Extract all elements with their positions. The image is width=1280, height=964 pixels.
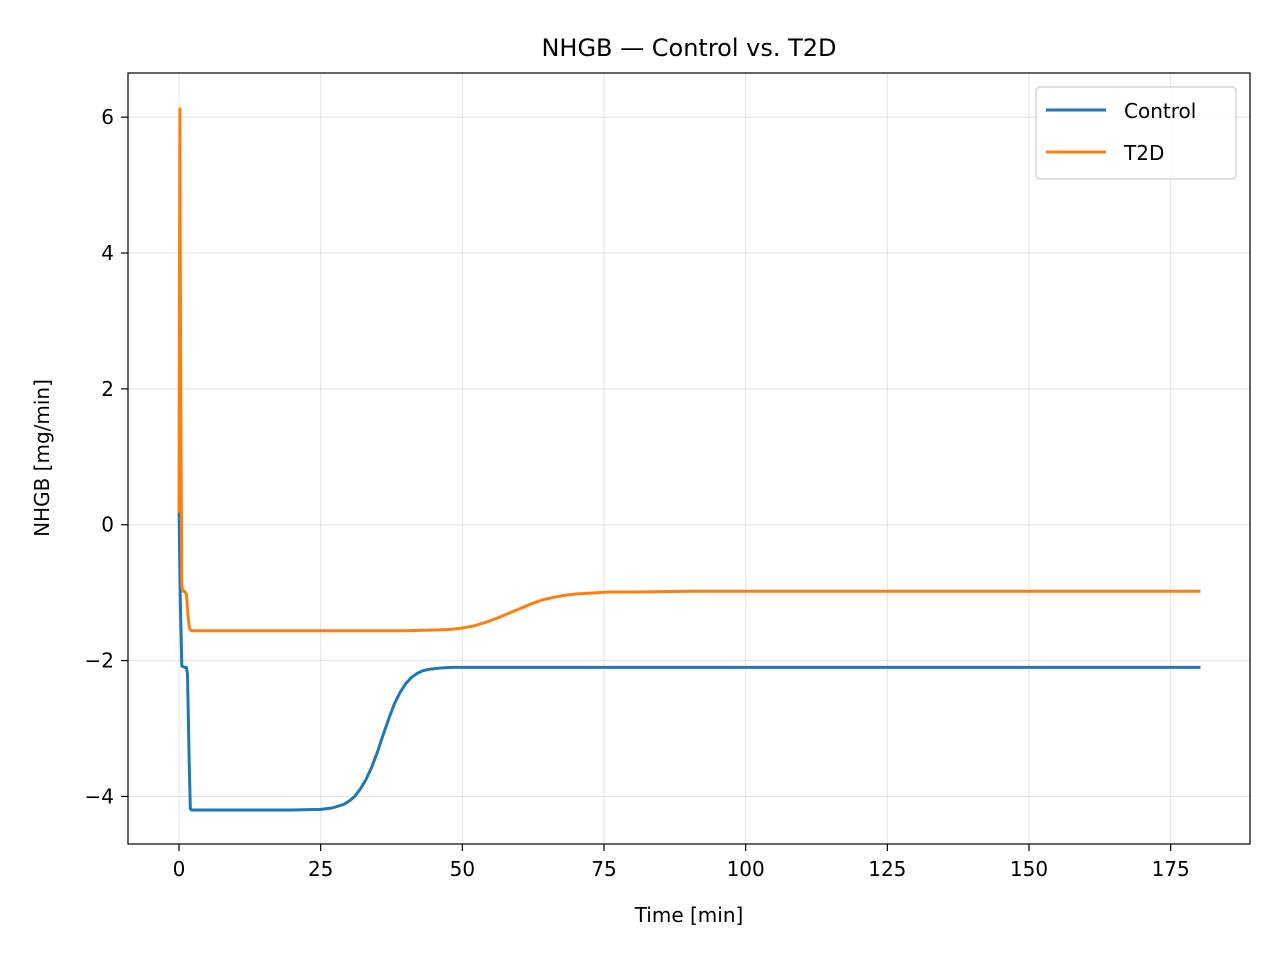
x-tick-label: 100 — [727, 857, 765, 881]
x-tick-label: 125 — [868, 857, 906, 881]
series-lines — [177, 107, 1201, 812]
x-tick-label: 0 — [173, 857, 186, 881]
y-tick-label: −4 — [85, 784, 114, 808]
x-tick-label: 50 — [450, 857, 475, 881]
y-axis-ticks: −4 −2 0 2 4 6 — [85, 105, 128, 808]
y-tick-label: 4 — [101, 241, 114, 265]
x-tick-label: 25 — [308, 857, 333, 881]
x-tick-label: 175 — [1152, 857, 1190, 881]
legend-label-t2d: T2D — [1123, 141, 1164, 165]
y-tick-label: 0 — [101, 513, 114, 537]
y-axis-label: NHGB [mg/min] — [30, 379, 54, 537]
x-tick-label: 150 — [1010, 857, 1048, 881]
y-tick-label: 2 — [101, 377, 114, 401]
x-tick-label: 75 — [591, 857, 616, 881]
x-axis-label: Time [min] — [634, 903, 744, 927]
x-axis-ticks: 0 25 50 75 100 125 150 175 — [173, 844, 1190, 881]
y-tick-label: 6 — [101, 105, 114, 129]
series-line-t2d — [177, 107, 1201, 633]
legend: Control T2D — [1035, 86, 1237, 180]
series-line-control — [177, 502, 1201, 812]
legend-label-control: Control — [1124, 99, 1196, 123]
chart-title: NHGB — Control vs. T2D — [541, 34, 836, 62]
grid-lines — [128, 73, 1250, 844]
y-tick-label: −2 — [85, 649, 114, 673]
plot-frame — [127, 72, 1251, 845]
